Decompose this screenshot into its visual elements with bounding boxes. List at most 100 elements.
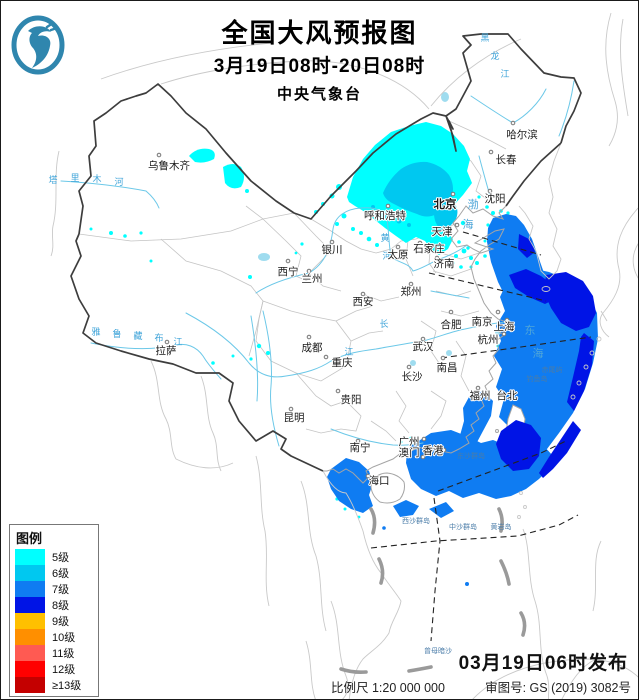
river-label: 龙 <box>490 50 499 61</box>
sea-label: 海 <box>463 217 474 231</box>
city-dot <box>421 436 427 442</box>
sea-label: 东 <box>525 324 536 337</box>
legend: 图例 5级 6级 7级 8级 9级 10级 11级 12级 ≥13级 <box>9 524 99 697</box>
city-dot <box>306 268 312 274</box>
legend-item: 9级 <box>15 613 98 629</box>
city-label: 兰州 <box>302 272 323 285</box>
river-label: 黄 <box>380 232 389 243</box>
page-title: 全国大风预报图 <box>221 18 418 48</box>
river-label: 江 <box>344 347 353 357</box>
legend-item: ≥13级 <box>15 677 98 693</box>
city-label: 拉萨 <box>156 344 177 357</box>
city-label: 海口 <box>369 474 390 487</box>
city-label: 银川 <box>322 243 343 256</box>
legend-item-label: 11级 <box>52 648 75 660</box>
wind-area-level6 <box>371 161 458 231</box>
city-label: 沈阳 <box>485 192 506 205</box>
approval-number: 审图号: GS (2019) 3082号 <box>485 681 631 695</box>
legend-items: 5级 6级 7级 8级 9级 10级 11级 12级 ≥13级 <box>15 549 98 693</box>
island-label: 赤尾屿 <box>542 365 563 374</box>
city-label: 重庆 <box>332 356 353 369</box>
island-label: 中沙群岛 <box>449 522 477 531</box>
legend-swatch <box>15 645 45 661</box>
city-dot <box>501 331 507 337</box>
city-label: 石家庄 <box>413 242 445 255</box>
city-dot <box>360 291 366 297</box>
city-dot <box>448 309 454 315</box>
river-labels: 塔里木河黄河长江雅鲁藏布江黑龙江 <box>48 33 509 357</box>
city-label: 南京 <box>472 315 493 328</box>
city-dot <box>434 255 440 261</box>
city-label: 长春 <box>496 154 517 166</box>
legend-item: 5级 <box>15 549 98 565</box>
city-dot <box>495 309 501 315</box>
nine-dash-line <box>339 507 527 674</box>
legend-swatch <box>15 629 45 645</box>
city-label: 贵阳 <box>341 393 362 406</box>
city-label: 西宁 <box>278 265 299 278</box>
city-dot <box>475 385 481 391</box>
island-label: 黄岩岛 <box>491 522 512 531</box>
city-label: 南宁 <box>350 441 371 454</box>
city-label: 昆明 <box>284 412 305 424</box>
city-label: 乌鲁木齐 <box>148 159 190 172</box>
island-label: 东沙群岛 <box>457 451 485 460</box>
city-dot <box>355 438 361 444</box>
legend-item-label: 9级 <box>52 616 70 628</box>
river-label: 江 <box>500 69 509 79</box>
legend-swatch <box>15 549 45 565</box>
national-border <box>70 33 582 472</box>
city-label: 北京 <box>434 197 457 211</box>
river-label: 鲁 <box>112 328 121 339</box>
legend-item-label: 7级 <box>52 584 70 596</box>
city-dot <box>329 239 335 245</box>
city-label: 杭州 <box>478 333 499 346</box>
river-label: 藏 <box>133 330 142 341</box>
city-dot <box>335 388 341 394</box>
legend-swatch <box>15 565 45 581</box>
legend-swatch <box>15 661 45 677</box>
legend-item-label: ≥13级 <box>52 680 82 692</box>
legend-item: 6级 <box>15 565 98 581</box>
city-label: 西安 <box>353 295 374 308</box>
legend-swatch <box>15 677 45 693</box>
city-dot <box>306 334 312 340</box>
legend-swatch <box>15 597 45 613</box>
city-dot <box>487 188 493 194</box>
city-label: 台北 <box>497 389 518 402</box>
map-scale: 比例尺 1:20 000 000 <box>331 681 445 695</box>
island-label: 西沙群岛 <box>402 516 430 525</box>
city-label: 天津 <box>432 226 453 238</box>
city-dot <box>408 281 414 287</box>
city-dot <box>395 244 401 250</box>
maritime-dashed-lines <box>370 231 592 642</box>
coastline <box>323 205 507 484</box>
city-dot <box>510 389 516 395</box>
river-label: 雅 <box>91 326 100 337</box>
legend-swatch <box>15 581 45 597</box>
city-label: 澳门 <box>399 446 420 459</box>
river-label: 木 <box>92 173 101 184</box>
river-label: 里 <box>70 173 79 183</box>
city-dot <box>406 364 412 370</box>
city-label: 广州 <box>399 436 420 448</box>
city-label: 长沙 <box>402 371 423 383</box>
issue-time: 03月19日06时发布 <box>458 653 628 674</box>
river-label: 长 <box>379 318 388 329</box>
city-dot <box>510 120 516 126</box>
sea-label: 海 <box>533 346 544 360</box>
city-label: 合肥 <box>441 318 462 331</box>
legend-item-label: 6级 <box>52 568 70 580</box>
city-dot <box>420 454 426 460</box>
city-label: 武汉 <box>413 340 434 353</box>
city-dot <box>504 317 510 323</box>
legend-item: 7级 <box>15 581 98 597</box>
legend-item: 10级 <box>15 629 98 645</box>
city-dot <box>454 222 460 228</box>
river-label: 河 <box>382 250 391 261</box>
city-label: 济南 <box>434 257 455 270</box>
